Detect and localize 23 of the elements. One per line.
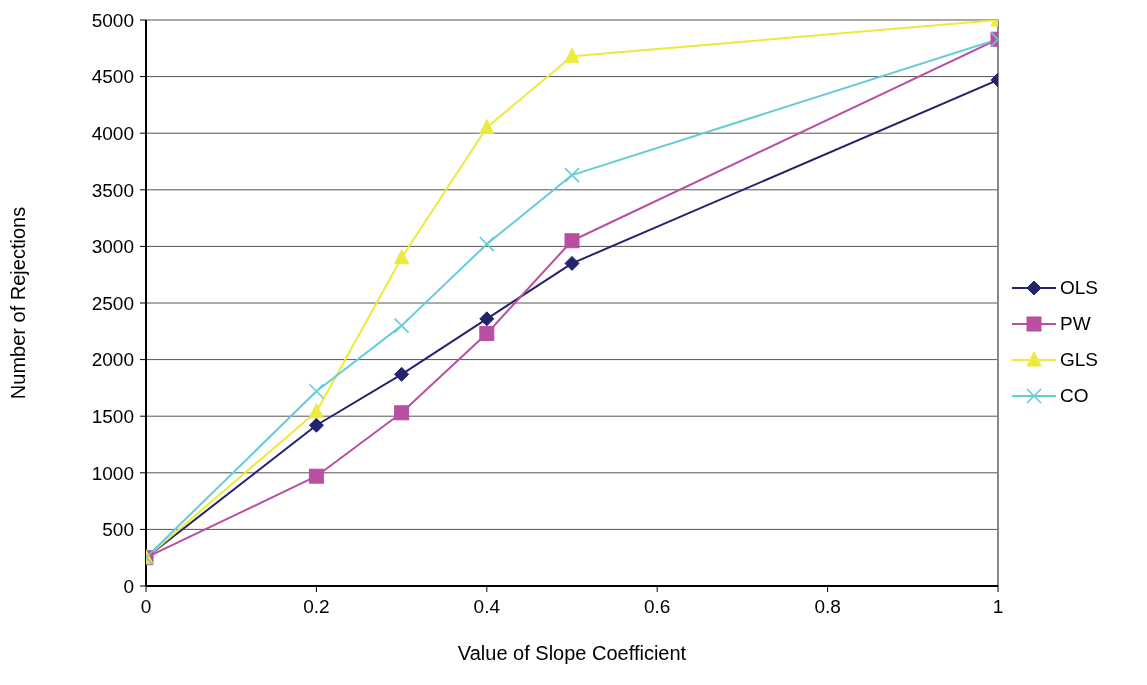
- y-tick-label: 500: [102, 519, 134, 541]
- y-tick-label: 1500: [91, 405, 134, 427]
- x-tick-label: 0.6: [643, 596, 671, 618]
- y-axis-title: Number of Rejections: [7, 206, 30, 400]
- y-tick-label: 4000: [91, 122, 134, 144]
- y-tick-label: 3000: [91, 236, 134, 258]
- y-tick-label: 2500: [91, 292, 134, 314]
- x-tick-label: 0.2: [303, 596, 330, 618]
- x-axis-title: Value of Slope Coefficient: [457, 642, 687, 664]
- y-tick-label: 2000: [91, 349, 134, 371]
- x-tick-label: 0: [140, 596, 152, 618]
- y-tick-label: 5000: [91, 9, 134, 31]
- legend-label: CO: [1060, 385, 1089, 407]
- legend-label: OLS: [1060, 277, 1099, 299]
- x-tick-label: 0.8: [814, 596, 841, 618]
- x-tick-label: 0.4: [473, 596, 501, 618]
- legend-label: GLS: [1060, 349, 1099, 371]
- y-tick-label: 3500: [91, 179, 134, 201]
- legend-label: PW: [1060, 313, 1091, 335]
- y-tick-label: 0: [123, 575, 134, 597]
- y-tick-label: 1000: [91, 462, 134, 484]
- x-tick-label: 1: [992, 596, 1004, 618]
- y-tick-label: 4500: [91, 66, 134, 88]
